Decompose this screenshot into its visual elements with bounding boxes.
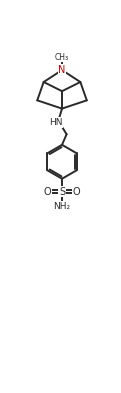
Text: HN: HN bbox=[49, 118, 62, 127]
Text: O: O bbox=[44, 187, 52, 196]
Text: NH₂: NH₂ bbox=[53, 202, 71, 211]
Text: S: S bbox=[59, 187, 65, 196]
Text: O: O bbox=[72, 187, 80, 196]
Text: CH₃: CH₃ bbox=[55, 53, 69, 62]
Text: N: N bbox=[58, 65, 66, 75]
